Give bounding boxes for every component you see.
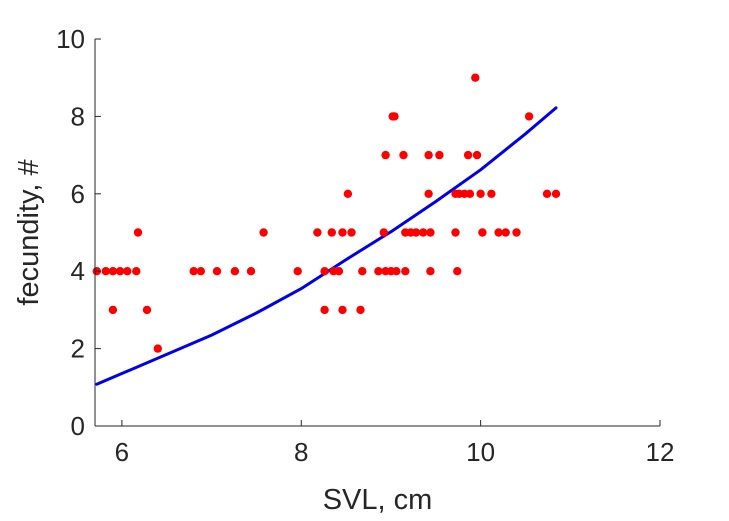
data-point bbox=[476, 189, 485, 198]
data-point bbox=[347, 228, 356, 237]
data-point bbox=[392, 267, 401, 276]
data-point bbox=[320, 305, 329, 315]
data-point bbox=[115, 267, 125, 276]
data-point bbox=[293, 267, 302, 276]
data-point bbox=[338, 305, 347, 315]
data-point bbox=[320, 267, 329, 276]
data-point bbox=[453, 267, 462, 276]
data-point bbox=[419, 228, 428, 237]
data-point bbox=[435, 150, 444, 160]
data-point bbox=[524, 112, 534, 121]
axes bbox=[94, 39, 660, 427]
data-point bbox=[465, 189, 475, 198]
y-tick-label: 2 bbox=[71, 334, 85, 364]
y-axis-label: fecundity, # bbox=[13, 159, 45, 305]
data-point bbox=[426, 228, 435, 237]
data-point bbox=[189, 267, 198, 276]
data-point bbox=[374, 267, 383, 276]
x-tick-label: 12 bbox=[646, 437, 675, 467]
data-point bbox=[153, 344, 162, 353]
data-point bbox=[424, 189, 433, 198]
fit-curve bbox=[95, 106, 558, 386]
data-point bbox=[133, 228, 143, 237]
data-point bbox=[356, 305, 365, 315]
data-point bbox=[451, 228, 460, 237]
x-tick-label: 10 bbox=[466, 437, 495, 467]
data-point bbox=[501, 228, 510, 237]
data-point bbox=[108, 267, 118, 276]
data-point bbox=[334, 267, 344, 276]
y-tick-label: 0 bbox=[71, 411, 85, 441]
data-point bbox=[259, 228, 268, 237]
data-point bbox=[390, 112, 399, 121]
data-point bbox=[551, 189, 561, 198]
data-point bbox=[212, 267, 222, 276]
data-point bbox=[463, 150, 473, 160]
data-point bbox=[123, 267, 132, 276]
data-point bbox=[343, 189, 353, 198]
data-point bbox=[411, 228, 421, 237]
data-point bbox=[327, 228, 336, 237]
data-point bbox=[542, 189, 552, 198]
data-point bbox=[487, 189, 496, 198]
data-point bbox=[478, 228, 487, 237]
y-tick-label: 6 bbox=[71, 179, 85, 209]
data-point bbox=[196, 267, 205, 276]
data-point bbox=[108, 305, 118, 315]
data-point bbox=[313, 228, 322, 237]
data-point bbox=[142, 305, 152, 315]
data-point bbox=[101, 267, 111, 276]
data-point bbox=[472, 150, 482, 160]
y-tick-label: 4 bbox=[71, 256, 85, 286]
data-point bbox=[512, 228, 521, 237]
x-tick-label: 6 bbox=[115, 437, 129, 467]
data-point bbox=[401, 267, 410, 276]
y-tick-label: 8 bbox=[71, 101, 85, 131]
x-axis-label: SVL, cm bbox=[323, 484, 433, 516]
data-point bbox=[424, 150, 433, 160]
data-point bbox=[471, 73, 480, 82]
data-point bbox=[399, 150, 408, 160]
plot-area bbox=[92, 73, 561, 386]
data-point bbox=[132, 267, 141, 276]
data-point bbox=[494, 228, 503, 237]
data-point bbox=[381, 150, 390, 160]
data-point bbox=[426, 267, 435, 276]
data-point bbox=[358, 267, 367, 276]
x-tick-label: 8 bbox=[294, 437, 308, 467]
data-point bbox=[246, 267, 256, 276]
data-point bbox=[230, 267, 240, 276]
ticks: 6 8 10 12 0 2 4 6 8 10 bbox=[56, 24, 674, 467]
data-point bbox=[379, 228, 388, 237]
y-tick-label: 10 bbox=[56, 24, 85, 54]
data-point bbox=[338, 228, 347, 237]
